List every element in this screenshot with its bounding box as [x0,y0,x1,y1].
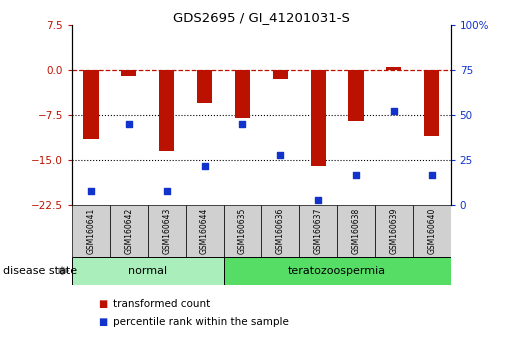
Text: GSM160637: GSM160637 [314,208,322,254]
Bar [311,70,325,166]
Text: GSM160644: GSM160644 [200,208,209,254]
Text: normal: normal [128,266,167,276]
Text: ■: ■ [98,299,107,309]
Text: GSM160636: GSM160636 [276,208,285,254]
Bar [386,67,401,70]
FancyBboxPatch shape [72,257,224,285]
Text: GSM160641: GSM160641 [87,208,95,254]
Bar [159,70,174,151]
Bar [424,70,439,136]
Point [125,121,133,127]
Bar [83,70,98,139]
FancyBboxPatch shape [337,205,375,257]
FancyBboxPatch shape [224,257,451,285]
FancyBboxPatch shape [72,205,110,257]
Text: disease state: disease state [3,266,77,276]
Point [200,163,209,169]
Text: percentile rank within the sample: percentile rank within the sample [113,317,289,327]
Point [427,172,436,177]
Text: ■: ■ [98,317,107,327]
Point [163,188,171,194]
FancyBboxPatch shape [299,205,337,257]
Text: GSM160639: GSM160639 [389,208,398,254]
Bar [122,70,136,76]
Bar [349,70,364,121]
FancyBboxPatch shape [148,205,185,257]
Point [352,172,360,177]
Text: GSM160642: GSM160642 [125,208,133,254]
FancyBboxPatch shape [224,205,261,257]
Bar [235,70,250,118]
Text: transformed count: transformed count [113,299,211,309]
Title: GDS2695 / GI_41201031-S: GDS2695 / GI_41201031-S [173,11,350,24]
Text: teratozoospermia: teratozoospermia [288,266,386,276]
Point [314,197,322,203]
FancyBboxPatch shape [185,205,224,257]
Point [390,109,398,114]
Text: GSM160638: GSM160638 [352,208,360,254]
FancyBboxPatch shape [413,205,451,257]
Point [87,188,95,194]
Text: GSM160643: GSM160643 [162,208,171,254]
Text: GSM160640: GSM160640 [427,208,436,254]
Bar [273,70,288,79]
FancyBboxPatch shape [110,205,148,257]
Text: GSM160635: GSM160635 [238,208,247,254]
Bar [197,70,212,103]
FancyBboxPatch shape [261,205,299,257]
Point [276,152,284,158]
Point [238,121,247,127]
FancyBboxPatch shape [375,205,413,257]
